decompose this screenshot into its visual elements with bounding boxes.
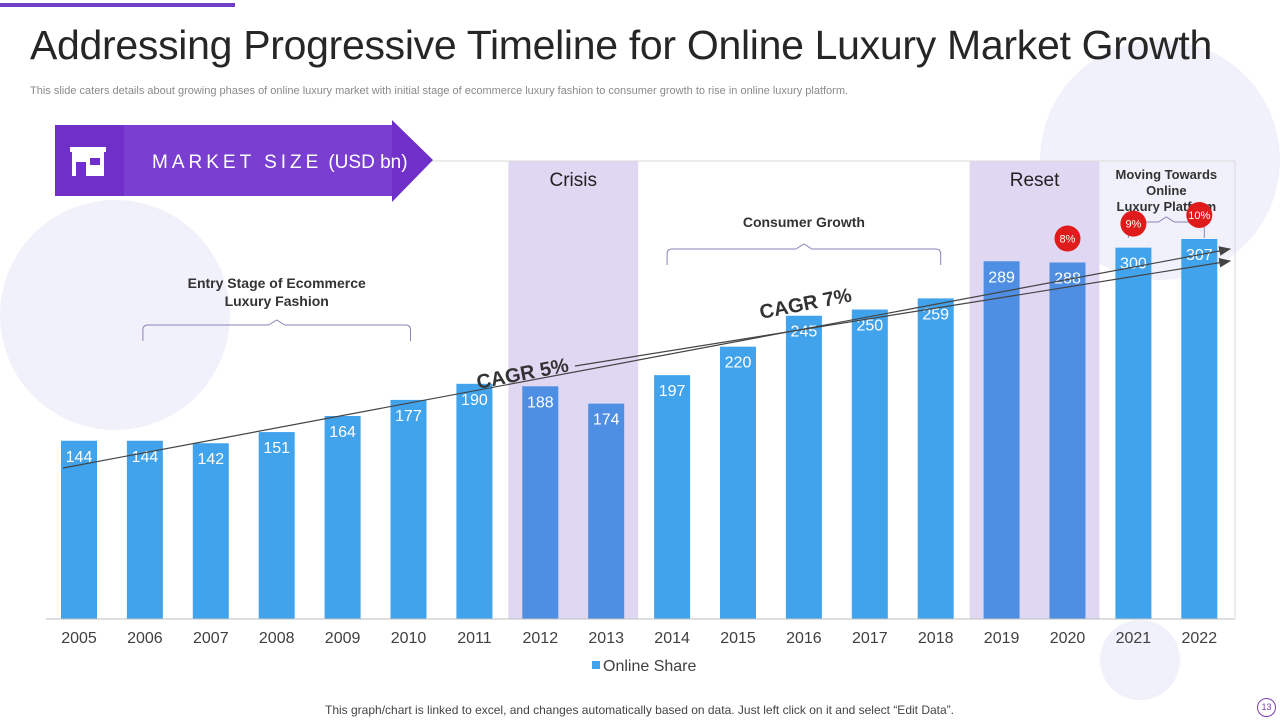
trend-arrow-upper — [62, 246, 1232, 469]
page-number: 13 — [1257, 698, 1276, 717]
bar-2014 — [654, 375, 691, 619]
legend-label: Online Share — [603, 658, 696, 675]
bar-2008 — [258, 432, 295, 619]
bar-value-label: 151 — [263, 440, 290, 457]
bar-2022 — [1181, 238, 1218, 620]
bar-2018 — [917, 298, 954, 619]
bar-value-label: 190 — [461, 392, 488, 409]
phase-annotation-text: Luxury Fashion — [225, 293, 329, 309]
x-tick-label: 2022 — [1182, 630, 1218, 647]
store-icon — [70, 147, 106, 176]
bar-value-label: 289 — [988, 269, 1015, 286]
x-tick-label: 2021 — [1116, 630, 1152, 647]
x-tick-label: 2005 — [61, 630, 97, 647]
phase-annotation-text: Online — [1146, 183, 1186, 198]
bar-2017 — [851, 309, 888, 619]
x-tick-label: 2010 — [391, 630, 427, 647]
market-size-chart: Crisis Reset 144 144 142 151 164 177 190 188 174 1… — [46, 120, 1236, 675]
x-tick-label: 2018 — [918, 630, 954, 647]
x-tick-label: 2015 — [720, 630, 756, 647]
bar-value-label: 197 — [659, 383, 686, 400]
bar-value-label: 188 — [527, 394, 554, 411]
bar-value-label: 250 — [856, 318, 883, 335]
bar-value-label: 259 — [922, 306, 949, 323]
bar-2007 — [192, 443, 229, 619]
x-tick-label: 2009 — [325, 630, 361, 647]
decorative-circle — [0, 200, 230, 430]
bar-2021 — [1115, 247, 1152, 619]
bar-2006 — [126, 440, 163, 619]
page-subtitle: This slide caters details about growing … — [30, 85, 849, 97]
growth-badge-2021 — [1120, 210, 1147, 237]
bar-value-label: 164 — [329, 424, 356, 441]
bar-2009 — [324, 415, 361, 619]
x-tick-label: 2014 — [654, 630, 690, 647]
x-tick-label: 2016 — [786, 630, 822, 647]
x-tick-label: 2006 — [127, 630, 163, 647]
accent-bar — [0, 3, 235, 7]
phase-annotation-text: Consumer Growth — [743, 214, 865, 230]
market-size-banner: MARKET SIZE (USD bn) — [55, 120, 433, 202]
x-tick-label: 2012 — [523, 630, 559, 647]
phase-bracket — [142, 319, 411, 341]
bar-2011 — [456, 383, 493, 619]
bar-value-label: 245 — [791, 324, 818, 341]
bar-2012 — [522, 386, 559, 619]
footer-note: This graph/chart is linked to excel, and… — [325, 703, 954, 717]
phase-bracket — [666, 243, 942, 265]
bar-2013 — [588, 403, 625, 619]
growth-badge-label: 8% — [1060, 234, 1076, 246]
bar-2016 — [785, 315, 822, 619]
x-tick-label: 2017 — [852, 630, 888, 647]
x-tick-label: 2013 — [588, 630, 624, 647]
phase-annotation-text: Entry Stage of Ecommerce — [188, 275, 366, 291]
bar-value-label: 177 — [395, 408, 422, 425]
bar-2019 — [983, 261, 1020, 619]
bar-2010 — [390, 399, 427, 619]
growth-badge-label: 9% — [1125, 219, 1141, 231]
period-label-crisis: Crisis — [550, 170, 598, 191]
bar-2005 — [61, 440, 97, 619]
page-title: Addressing Progressive Timeline for Onli… — [30, 22, 1212, 68]
bar-value-label: 144 — [132, 449, 159, 466]
decorative-circle — [1100, 620, 1180, 700]
trend-arrow-lower — [574, 257, 1232, 367]
bar-value-label: 300 — [1120, 256, 1147, 273]
banner-body — [124, 125, 392, 196]
bar-value-label: 174 — [593, 412, 620, 429]
banner-label: MARKET SIZE (USD bn) — [152, 152, 408, 173]
x-tick-label: 2008 — [259, 630, 295, 647]
bar-2020 — [1049, 262, 1086, 619]
bar-value-label: 142 — [197, 451, 224, 468]
chart-legend: Online Share — [592, 658, 696, 675]
growth-badge-label: 10% — [1188, 210, 1210, 222]
bar-value-label: 307 — [1186, 247, 1213, 264]
bar-2015 — [720, 346, 756, 619]
x-tick-label: 2011 — [457, 630, 492, 647]
period-label-reset: Reset — [1010, 170, 1060, 191]
x-tick-label: 2020 — [1050, 630, 1086, 647]
growth-badge-2020 — [1054, 225, 1081, 252]
legend-swatch — [592, 661, 600, 669]
bar-value-label: 220 — [725, 355, 752, 372]
bar-value-label: 144 — [66, 449, 93, 466]
growth-badge-2022 — [1186, 201, 1213, 228]
phase-annotation-text: Moving Towards — [1116, 167, 1218, 182]
x-tick-label: 2007 — [193, 630, 229, 647]
x-tick-label: 2019 — [984, 630, 1020, 647]
